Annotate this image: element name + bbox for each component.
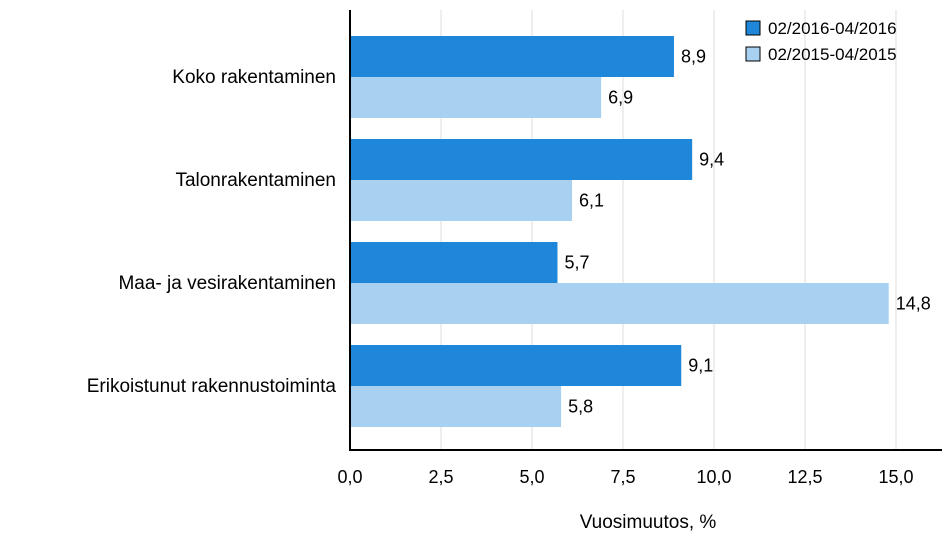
value-label: 14,8: [896, 294, 931, 314]
x-tick-label: 10,0: [696, 467, 731, 487]
value-label: 5,7: [564, 253, 589, 273]
value-label: 5,8: [568, 397, 593, 417]
bar: [350, 36, 674, 77]
bar: [350, 386, 562, 427]
legend-swatch: [745, 20, 761, 36]
bar: [350, 180, 573, 221]
category-labels: Koko rakentaminen Talonrakentaminen Maa- j…: [87, 67, 337, 397]
bars: [350, 36, 889, 427]
value-label: 9,4: [699, 150, 724, 170]
value-label: 9,1: [688, 356, 713, 376]
axes: [349, 10, 942, 451]
value-label: 6,1: [579, 191, 604, 211]
bar: [350, 242, 558, 283]
x-tick-label: 12,5: [787, 467, 822, 487]
x-axis-title: Vuosimuutos, %: [580, 512, 717, 533]
bar: [350, 345, 682, 386]
category-label: Erikoistunut rakennustoiminta: [87, 376, 337, 397]
x-tick-label: 15,0: [878, 467, 913, 487]
bar: [350, 139, 693, 180]
category-label: Koko rakentaminen: [172, 67, 336, 88]
legend-label: 02/2015-04/2015: [768, 45, 897, 64]
x-tick-label: 5,0: [519, 467, 544, 487]
x-tick-label: 7,5: [610, 467, 635, 487]
value-label: 8,9: [681, 47, 706, 67]
bar: [350, 77, 602, 118]
x-tick-label: 0,0: [337, 467, 362, 487]
legend: 02/2016-04/2016 02/2015-04/2015: [745, 19, 897, 64]
legend-label: 02/2016-04/2016: [768, 19, 897, 38]
legend-swatch: [745, 46, 761, 62]
category-label: Talonrakentaminen: [175, 170, 336, 191]
category-label: Maa- ja vesirakentaminen: [118, 273, 336, 294]
value-label: 6,9: [608, 88, 633, 108]
x-tick-label: 2,5: [428, 467, 453, 487]
x-tick-labels: 0,0 2,5 5,0 7,5 10,0 12,5 15,0: [337, 467, 913, 487]
value-labels: 8,9 6,9 9,4 6,1 5,7 14,8 9,1 5,8: [564, 47, 930, 417]
bar: [350, 283, 889, 324]
